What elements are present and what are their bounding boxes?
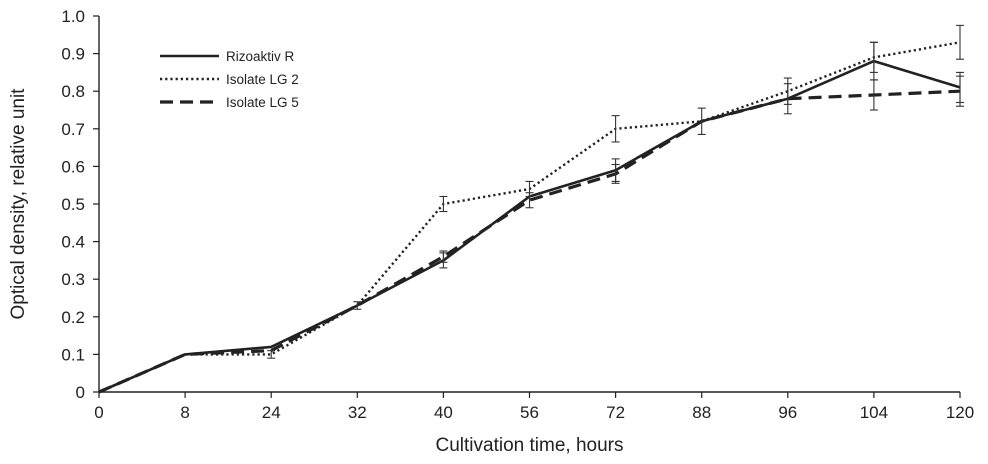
legend: Rizoaktiv R Isolate LG 2 Isolate LG 5 [160,49,299,110]
y-tick-label: 0.3 [61,270,85,289]
x-ticks: 0 8 24 32 40 56 72 88 96 104 120 [94,392,974,422]
x-tick-label: 96 [778,403,797,422]
legend-label-rizoaktiv-r: Rizoaktiv R [226,49,295,64]
y-tick-label: 0 [76,383,85,402]
y-ticks: 0 0.1 0.2 0.3 0.4 0.5 0.6 0.7 0.8 0.9 1.0 [61,7,99,402]
x-tick-label: 8 [180,403,189,422]
x-tick-label: 40 [434,403,453,422]
y-tick-label: 0.6 [61,157,85,176]
y-tick-label: 0.5 [61,195,85,214]
y-tick-label: 0.8 [61,82,85,101]
y-tick-label: 0.1 [61,345,85,364]
y-axis-title: Optical density, relative unit [8,88,29,320]
y-tick-label: 1.0 [61,7,85,26]
y-tick-label: 0.2 [61,308,85,327]
series-line-rizoaktiv-r [98,59,961,394]
x-tick-label: 24 [262,403,281,422]
series-line-isolate-lg-5 [98,89,961,394]
x-axis-title: Cultivation time, hours [436,435,624,456]
x-tick-label: 0 [94,403,103,422]
x-tick-label: 104 [860,403,888,422]
x-tick-label: 72 [606,403,625,422]
legend-label-isolate-lg-5: Isolate LG 5 [226,95,299,110]
x-tick-label: 88 [692,403,711,422]
y-tick-label: 0.9 [61,45,85,64]
y-tick-label: 0.7 [61,120,85,139]
x-tick-label: 56 [520,403,539,422]
legend-label-isolate-lg-2: Isolate LG 2 [226,72,299,87]
x-tick-label: 32 [348,403,367,422]
error-bars [267,24,964,359]
y-tick-label: 0.4 [61,233,85,252]
x-tick-label: 120 [946,403,974,422]
